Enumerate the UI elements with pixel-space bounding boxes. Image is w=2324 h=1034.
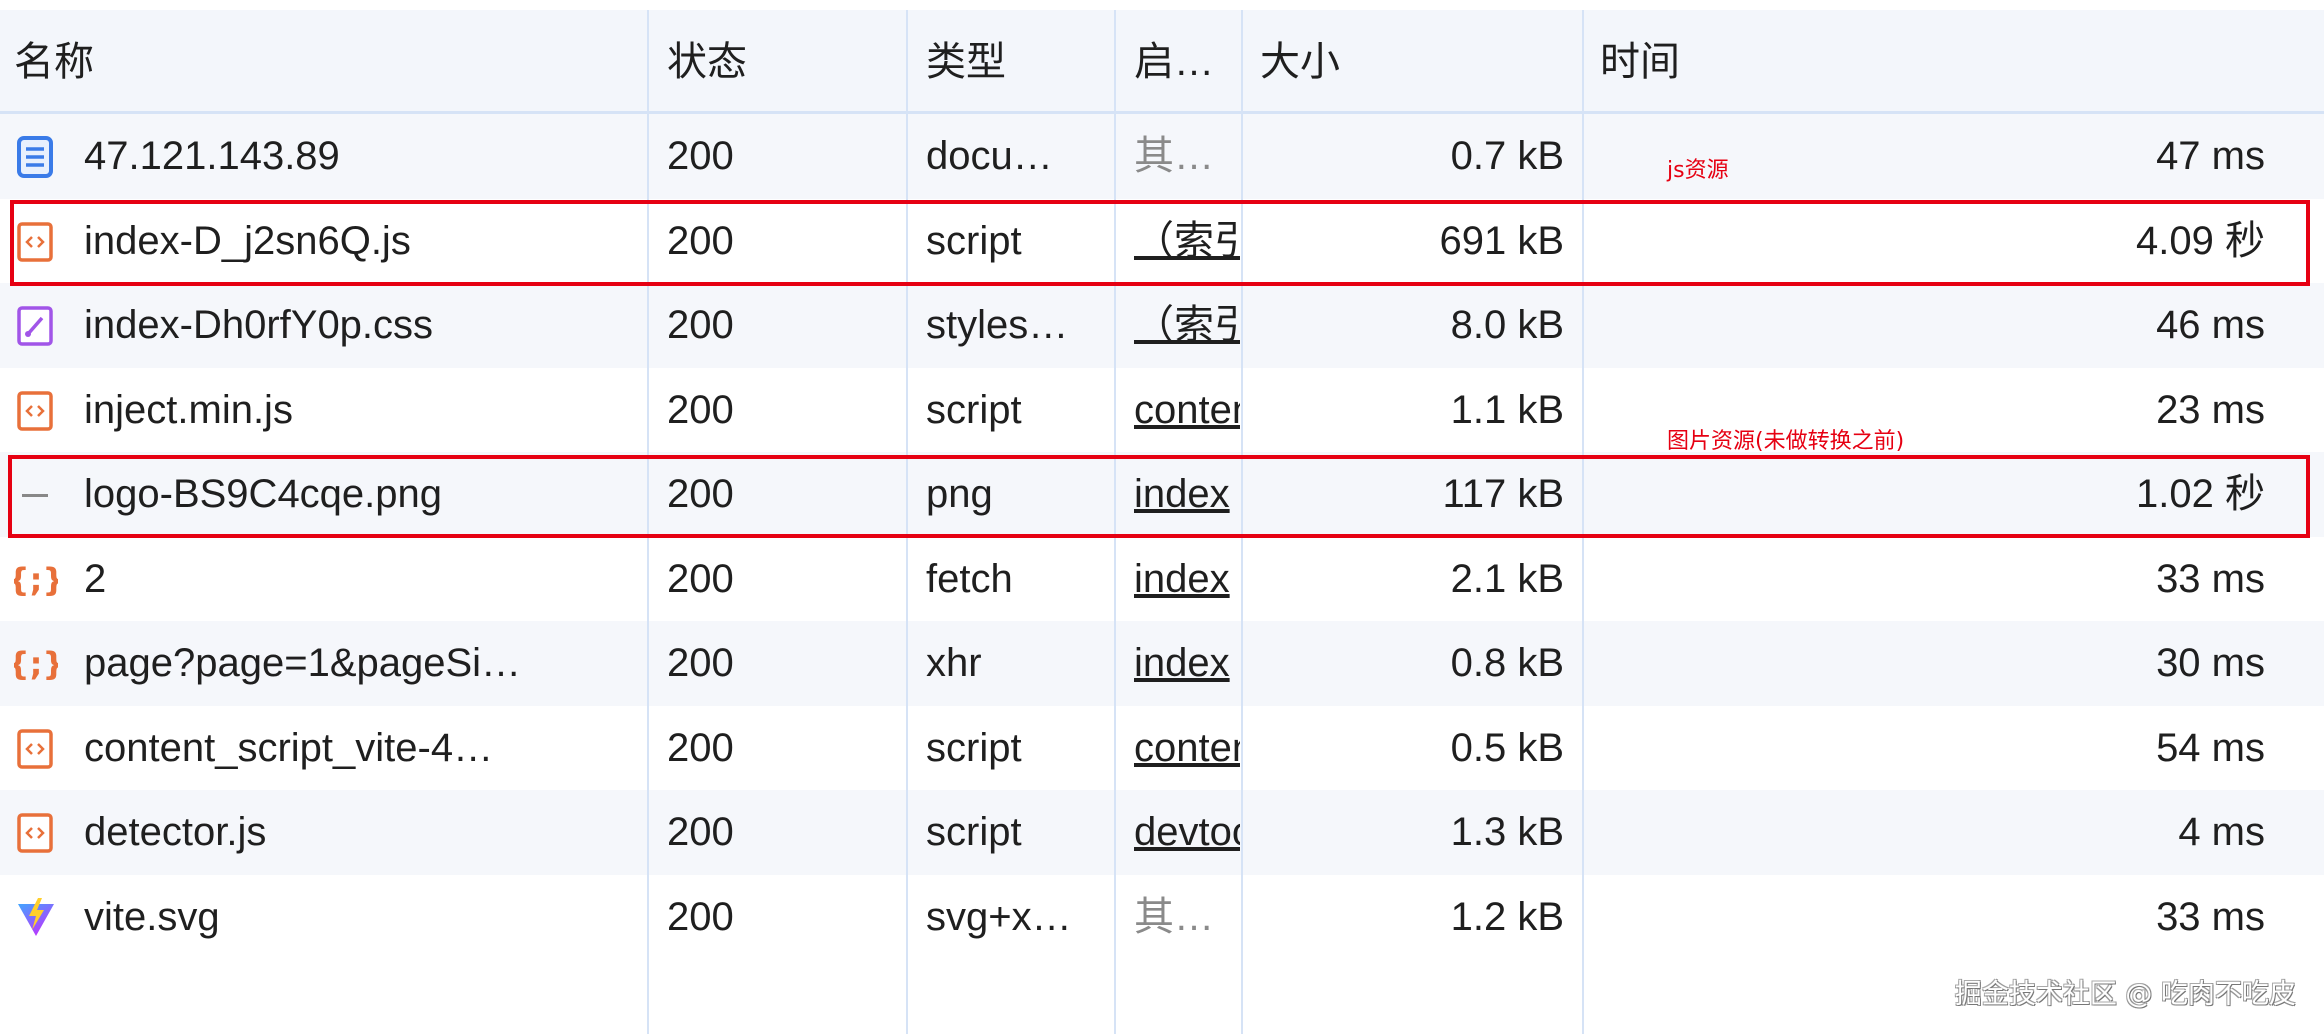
request-size: 1.1 kB <box>1450 387 1564 432</box>
column-divider[interactable] <box>1241 10 1243 1034</box>
request-name[interactable]: 2 <box>84 556 107 601</box>
request-time: 30 ms <box>2156 641 2265 685</box>
request-initiator[interactable]: index <box>1134 556 1230 601</box>
request-status: 200 <box>667 472 734 516</box>
request-size: 1.3 kB <box>1450 810 1564 854</box>
column-header-status[interactable]: 状态 <box>667 40 747 84</box>
request-size: 8.0 kB <box>1450 303 1564 347</box>
request-time: 4.09 秒 <box>2136 218 2265 263</box>
request-type: png <box>926 472 993 516</box>
image-icon <box>14 473 58 517</box>
request-type: svg+x… <box>926 894 1072 939</box>
request-type: script <box>926 218 1022 263</box>
request-type: script <box>926 810 1022 854</box>
request-initiator[interactable]: devtools <box>1134 810 1240 854</box>
request-name[interactable]: index-D_j2sn6Q.js <box>84 218 411 263</box>
request-time: 33 ms <box>2156 894 2265 939</box>
request-name[interactable]: index-Dh0rfY0p.css <box>84 303 434 347</box>
request-name[interactable]: content_script_vite-4… <box>84 725 494 770</box>
annotation-js: js资源 <box>1667 158 1729 183</box>
request-name[interactable]: logo-BS9C4cqe.png <box>84 472 443 516</box>
script-icon <box>14 811 58 855</box>
column-divider[interactable] <box>906 10 908 1034</box>
column-header-type[interactable]: 类型 <box>926 40 1006 84</box>
table-header: 名称 状态 类型 启… 大小 时间 <box>0 10 2324 114</box>
request-type: styles… <box>926 303 1069 347</box>
request-status: 200 <box>667 641 734 685</box>
fetch-icon: {;} <box>7 558 65 602</box>
request-size: 1.2 kB <box>1450 894 1564 939</box>
request-status: 200 <box>667 810 734 854</box>
watermark: 掘金技术社区 @ 吃肉不吃皮 <box>1954 979 2296 1010</box>
request-size: 2.1 kB <box>1450 556 1564 601</box>
request-status: 200 <box>667 894 734 939</box>
request-status: 200 <box>667 725 734 770</box>
request-size: 0.5 kB <box>1450 725 1564 770</box>
request-initiator[interactable]: （索引 <box>1134 218 1240 263</box>
table-row[interactable]: {;} page?page=1&pageSi… 200 xhr index 0.8 kB 3… <box>0 621 2324 706</box>
table-row[interactable]: index-Dh0rfY0p.css 200 styles… （索引 8.0 kB 46 … <box>0 283 2324 368</box>
request-time: 47 ms <box>2156 134 2265 178</box>
table-row[interactable]: index-D_j2sn6Q.js 200 script （索引 691 kB 4.09 … <box>0 199 2324 284</box>
request-time: 33 ms <box>2156 556 2265 601</box>
request-initiator[interactable]: （索引 <box>1134 303 1240 347</box>
request-size: 0.8 kB <box>1450 641 1564 685</box>
script-icon <box>14 727 58 771</box>
fetch-icon: {;} <box>7 642 65 686</box>
column-header-time[interactable]: 时间 <box>1600 40 1680 84</box>
request-name[interactable]: inject.min.js <box>84 387 293 432</box>
request-type: script <box>926 725 1022 770</box>
request-type: script <box>926 387 1022 432</box>
request-initiator[interactable]: content <box>1134 387 1240 432</box>
request-status: 200 <box>667 556 734 601</box>
request-type: fetch <box>926 556 1013 601</box>
table-row[interactable]: vite.svg 200 svg+x… 其… 1.2 kB 33 ms <box>0 875 2324 960</box>
request-name[interactable]: 47.121.143.89 <box>84 134 340 178</box>
request-type: xhr <box>926 641 982 685</box>
vite-icon <box>14 896 58 940</box>
column-divider[interactable] <box>1114 10 1116 1034</box>
highlight-box-js <box>10 200 2310 286</box>
request-time: 46 ms <box>2156 303 2265 347</box>
svg-text:{;}: {;} <box>14 561 58 599</box>
request-initiator[interactable]: content <box>1134 725 1240 770</box>
request-name[interactable]: page?page=1&pageSi… <box>84 641 522 685</box>
column-divider[interactable] <box>647 10 649 1034</box>
table-row[interactable]: inject.min.js 200 script content 1.1 kB 23 ms <box>0 368 2324 453</box>
table-row[interactable]: 47.121.143.89 200 docu… 其… 0.7 kB 47 ms <box>0 114 2324 199</box>
table-row[interactable]: detector.js 200 script devtools 1.3 kB 4 ms <box>0 790 2324 875</box>
request-initiator[interactable]: index <box>1134 641 1230 685</box>
svg-text:{;}: {;} <box>14 645 58 683</box>
script-icon <box>14 220 58 264</box>
column-header-name[interactable]: 名称 <box>14 40 94 84</box>
request-time: 54 ms <box>2156 725 2265 770</box>
table-row[interactable]: {;} 2 200 fetch index 2.1 kB 33 ms <box>0 537 2324 622</box>
stylesheet-icon <box>14 304 58 348</box>
request-status: 200 <box>667 134 734 178</box>
table-row[interactable]: content_script_vite-4… 200 script content 0.… <box>0 706 2324 791</box>
request-initiator[interactable]: index <box>1134 472 1230 516</box>
request-initiator: 其… <box>1134 134 1214 178</box>
document-icon <box>14 135 58 179</box>
request-status: 200 <box>667 303 734 347</box>
request-name[interactable]: vite.svg <box>84 894 220 939</box>
request-type: docu… <box>926 134 1053 178</box>
request-initiator: 其… <box>1134 894 1214 939</box>
request-time: 23 ms <box>2156 387 2265 432</box>
request-name[interactable]: detector.js <box>84 810 267 854</box>
request-status: 200 <box>667 218 734 263</box>
request-size: 691 kB <box>1439 218 1564 263</box>
column-header-initiator[interactable]: 启… <box>1134 40 1214 84</box>
request-size: 117 kB <box>1442 472 1564 516</box>
request-time: 4 ms <box>2178 810 2265 854</box>
column-header-size[interactable]: 大小 <box>1260 40 1340 84</box>
highlight-box-image <box>8 455 2310 538</box>
request-status: 200 <box>667 387 734 432</box>
script-icon <box>14 389 58 433</box>
annotation-image: 图片资源(未做转换之前) <box>1667 429 1905 454</box>
table-row[interactable]: logo-BS9C4cqe.png 200 png index 117 kB 1.02 秒 <box>0 452 2324 537</box>
request-size: 0.7 kB <box>1450 134 1564 178</box>
column-divider[interactable] <box>1582 10 1584 1034</box>
request-time: 1.02 秒 <box>2136 472 2265 516</box>
